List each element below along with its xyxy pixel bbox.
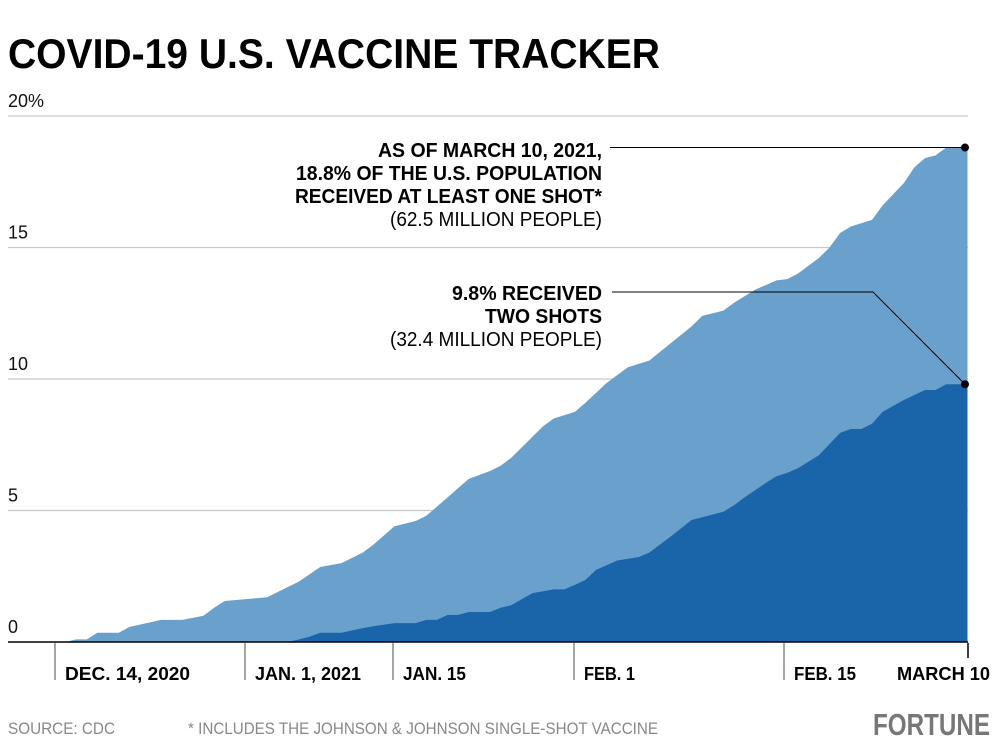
annotation-one-shot-dot xyxy=(961,143,969,152)
y-axis-ticks: 20% 15 10 5 0 xyxy=(8,91,44,637)
annotation-one-shot-line-2: 18.8% OF THE U.S. POPULATION xyxy=(296,163,602,185)
y-tick-label: 5 xyxy=(8,486,18,506)
y-tick-label: 20% xyxy=(8,91,44,111)
annotation-two-shots-dot xyxy=(961,380,969,389)
x-tick-label: FEB. 15 xyxy=(794,664,856,684)
area-two-shots xyxy=(288,384,968,642)
annotation-two-shots: 9.8% RECEIVED TWO SHOTS (32.4 MILLION PE… xyxy=(390,283,969,389)
annotation-one-shot-line-3: RECEIVED AT LEAST ONE SHOT* xyxy=(295,186,602,208)
x-tick-label: DEC. 14, 2020 xyxy=(65,664,190,684)
x-tick-label: JAN. 1, 2021 xyxy=(255,664,361,684)
y-tick-label: 10 xyxy=(8,354,28,374)
x-tick-label: MARCH 10 xyxy=(897,664,990,684)
x-tick-label: JAN. 15 xyxy=(403,664,466,684)
y-tick-label: 0 xyxy=(8,617,18,637)
area-series xyxy=(65,147,968,642)
footnote: * INCLUDES THE JOHNSON & JOHNSON SINGLE-… xyxy=(188,719,658,738)
annotation-two-shots-line-2: TWO SHOTS xyxy=(485,306,602,328)
annotation-two-shots-line-1: 9.8% RECEIVED xyxy=(452,283,602,305)
annotation-two-shots-line-3: (32.4 MILLION PEOPLE) xyxy=(390,329,602,351)
y-tick-label: 15 xyxy=(8,223,28,243)
source-note: SOURCE: CDC xyxy=(8,719,115,738)
chart-title: COVID-19 U.S. VACCINE TRACKER xyxy=(8,30,660,77)
annotation-one-shot-line-1: AS OF MARCH 10, 2021, xyxy=(378,140,602,162)
x-tick-label: FEB. 1 xyxy=(584,664,635,684)
annotation-one-shot: AS OF MARCH 10, 2021, 18.8% OF THE U.S. … xyxy=(295,140,969,231)
fortune-logo: FORTUNE xyxy=(873,707,990,742)
x-axis-ticks: DEC. 14, 2020 JAN. 1, 2021 JAN. 15 FEB. 1 FE… xyxy=(54,643,990,684)
annotation-one-shot-line-4: (62.5 MILLION PEOPLE) xyxy=(390,209,602,231)
annotation-two-shots-leader xyxy=(612,291,966,385)
